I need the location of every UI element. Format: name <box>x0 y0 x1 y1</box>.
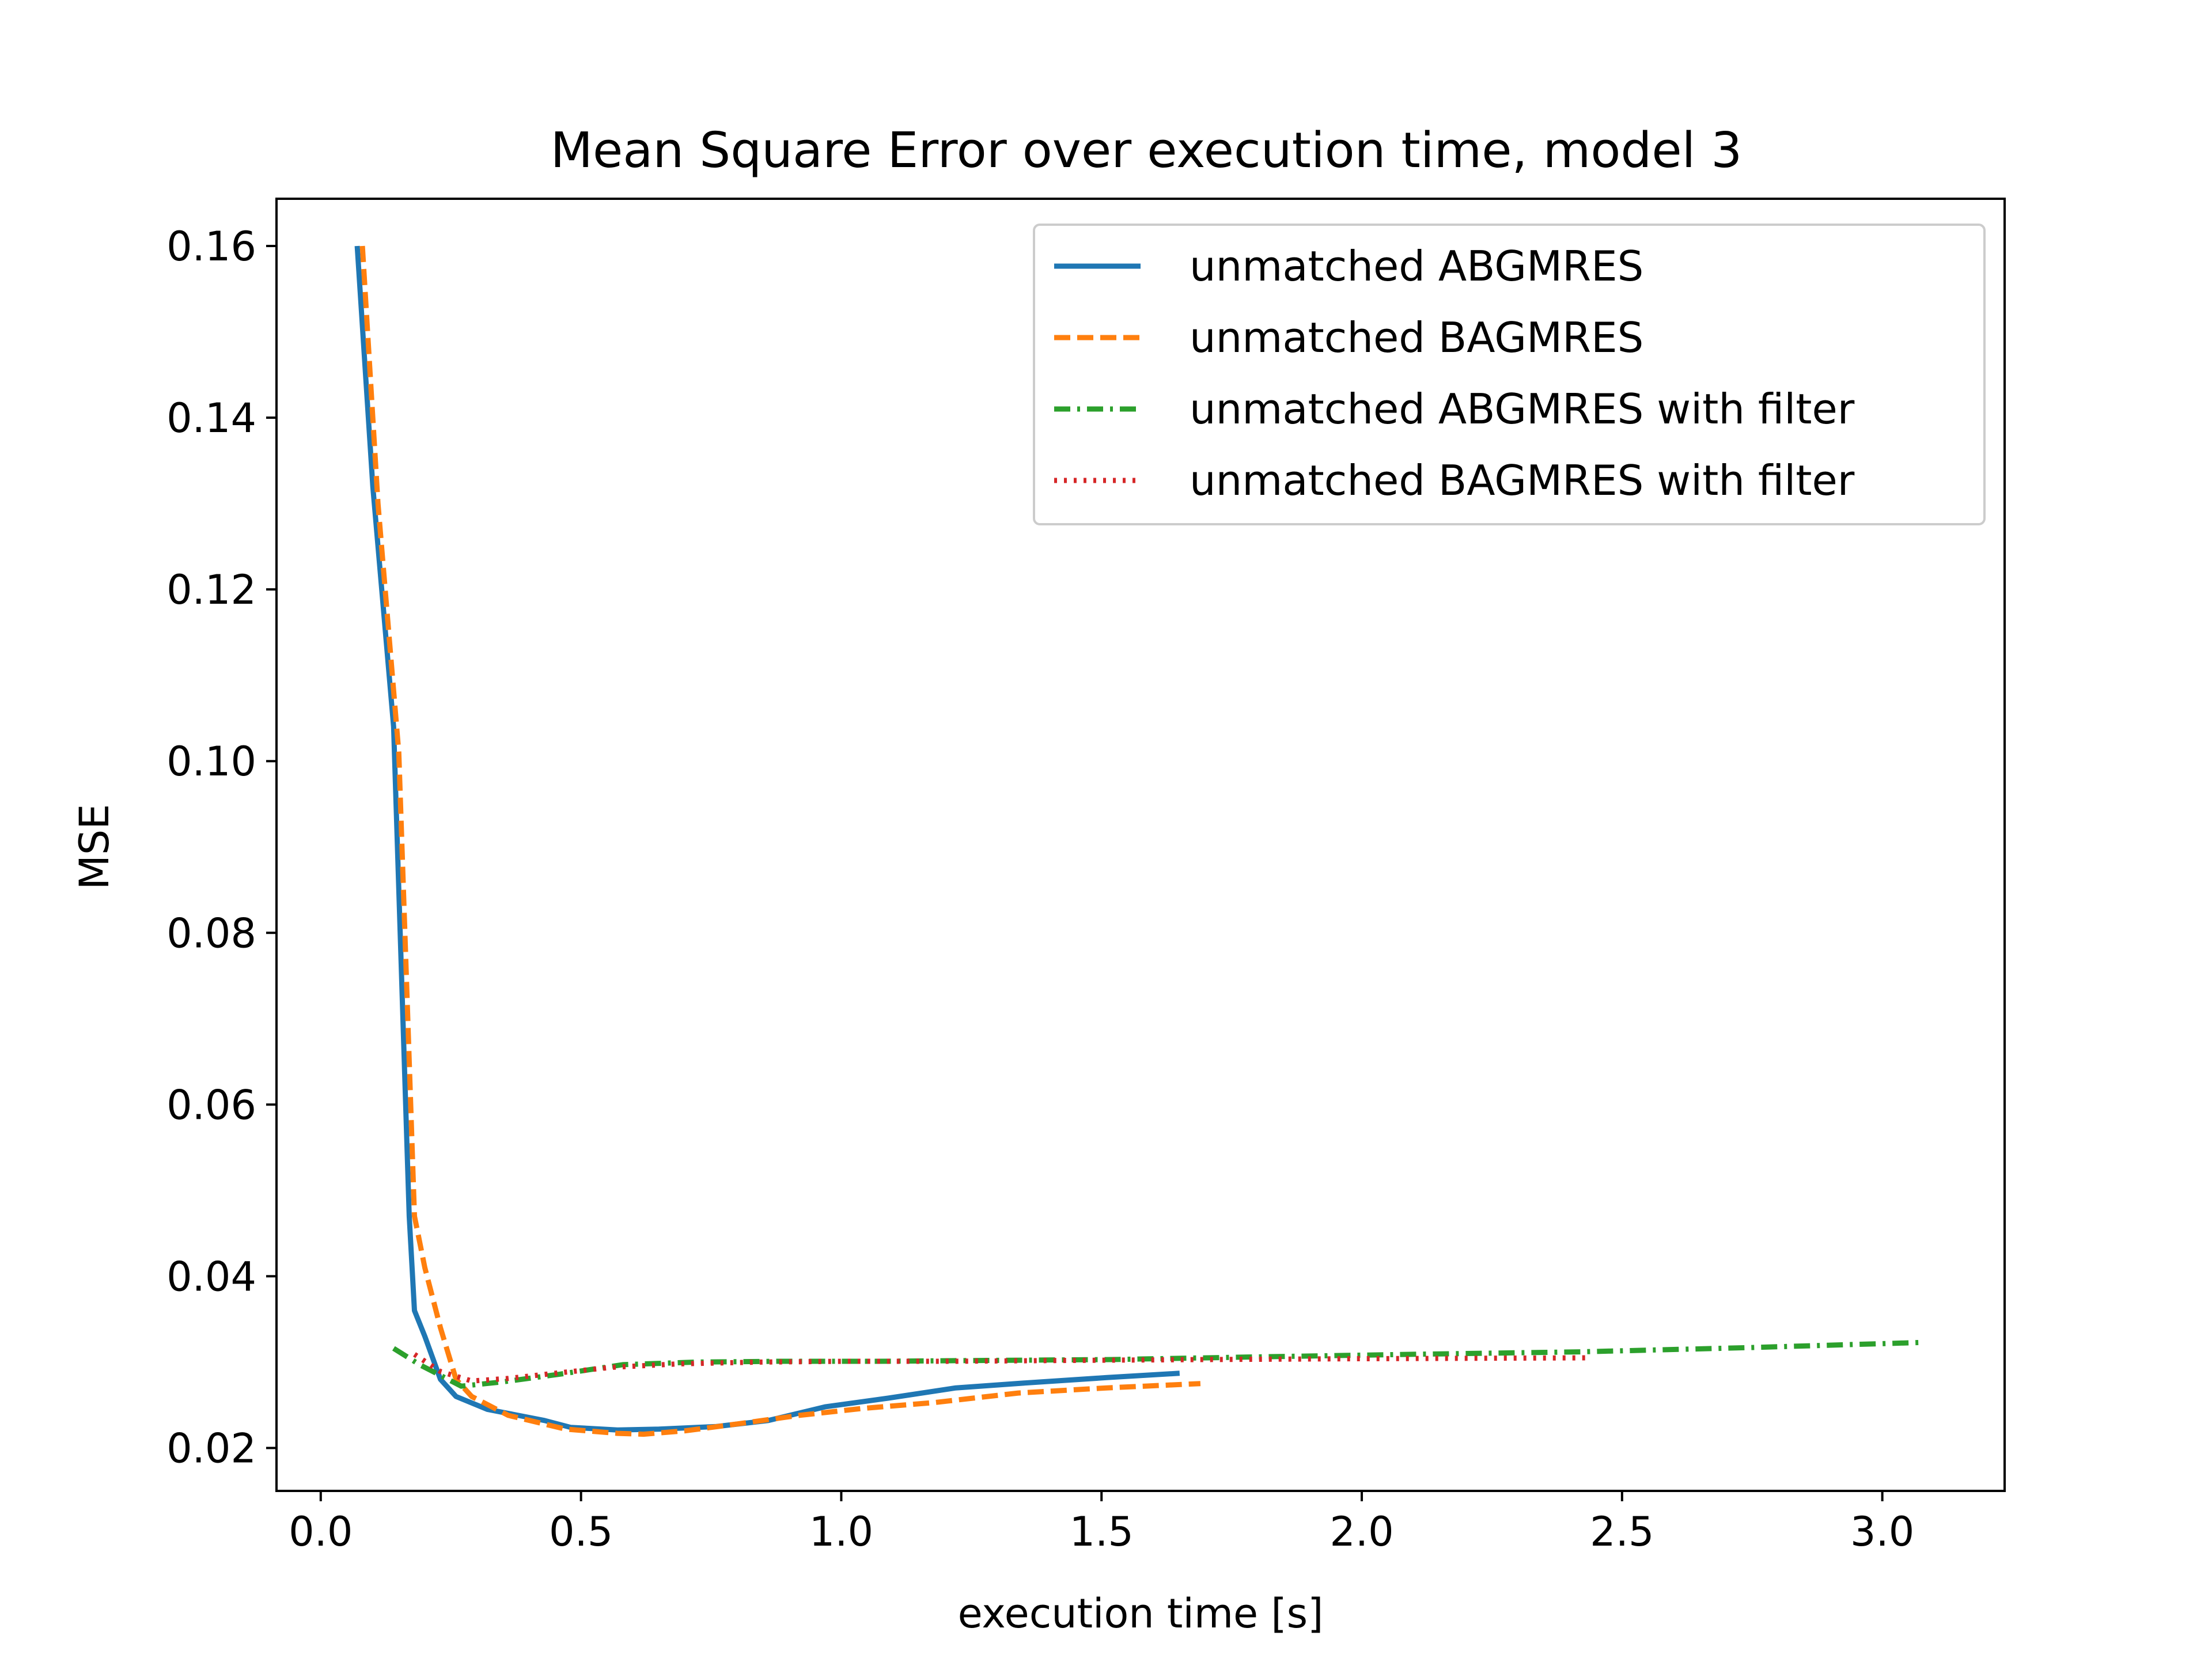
x-tick-label: 0.0 <box>289 1508 353 1555</box>
series-line-4 <box>413 1352 1591 1384</box>
x-axis-label: execution time [s] <box>958 1590 1324 1637</box>
axes-frame <box>275 198 2006 1492</box>
legend-label-2: unmatched BAGMRES <box>1190 313 1643 362</box>
y-tick-label: 0.14 <box>166 395 256 442</box>
y-tick-label: 0.16 <box>166 223 256 270</box>
y-tick-label: 0.10 <box>166 738 256 785</box>
y-tick-label: 0.06 <box>166 1081 256 1129</box>
series-layer <box>354 245 1925 1437</box>
legend-label-1: unmatched ABGMRES <box>1190 242 1643 290</box>
legend: unmatched ABGMRES unmatched BAGMRES unmatc… <box>1033 224 1986 525</box>
y-tick-label: 0.12 <box>166 566 256 614</box>
y-tick-label: 0.02 <box>166 1425 256 1472</box>
x-axis: 0.0 0.5 1.0 1.5 2.0 2.5 3.0 <box>289 1491 1914 1555</box>
legend-label-3: unmatched ABGMRES with filter <box>1190 385 1855 433</box>
x-tick-label: 2.5 <box>1590 1508 1654 1555</box>
chart-title: Mean Square Error over execution time, m… <box>551 122 1743 179</box>
x-tick-label: 1.0 <box>809 1508 873 1555</box>
legend-label-4: unmatched BAGMRES with filter <box>1190 456 1855 505</box>
x-tick-label: 0.5 <box>549 1508 613 1555</box>
series-line-2 <box>359 245 1201 1437</box>
series-line-3 <box>392 1339 1925 1389</box>
y-tick-label: 0.04 <box>166 1253 256 1300</box>
y-axis: 0.02 0.04 0.06 0.08 0.10 0.12 0.14 0.16 <box>166 223 276 1472</box>
y-axis-label: MSE <box>71 804 118 889</box>
x-tick-label: 2.0 <box>1330 1508 1393 1555</box>
x-tick-label: 1.5 <box>1070 1508 1134 1555</box>
legend-box <box>1033 224 1986 525</box>
x-tick-label: 3.0 <box>1850 1508 1914 1555</box>
y-tick-label: 0.08 <box>166 910 256 957</box>
